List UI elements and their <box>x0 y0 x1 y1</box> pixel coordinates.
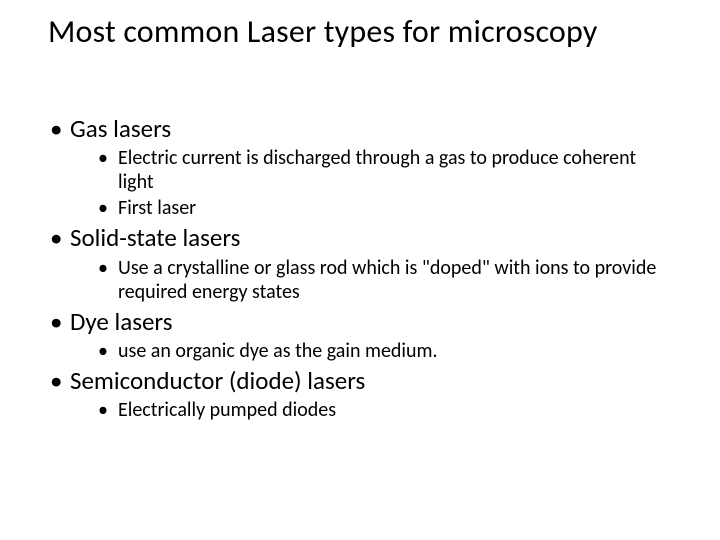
bullet-label: Gas lasers <box>70 113 171 144</box>
bullet-label: Solid-state lasers <box>70 222 240 253</box>
bullet-level1: Solid-state lasers Use a crystalline or … <box>48 222 672 303</box>
bullet-label: use an organic dye as the gain medium. <box>118 339 438 363</box>
bullet-level2: Electric current is discharged through a… <box>96 146 672 194</box>
bullet-label: First laser <box>118 196 196 220</box>
slide-content: Gas lasers Electric current is discharge… <box>48 113 672 422</box>
bullet-label: Dye lasers <box>70 306 172 337</box>
slide-title: Most common Laser types for microscopy <box>48 14 672 49</box>
bullet-list: Gas lasers Electric current is discharge… <box>48 113 672 422</box>
bullet-level1: Semiconductor (diode) lasers Electricall… <box>48 365 672 422</box>
slide: Most common Laser types for microscopy G… <box>0 0 720 540</box>
bullet-label: Electric current is discharged through a… <box>118 146 636 194</box>
bullet-level2: Use a crystalline or glass rod which is … <box>96 256 672 304</box>
bullet-level2: use an organic dye as the gain medium. <box>96 339 672 363</box>
bullet-level2: First laser <box>96 196 672 220</box>
bullet-level1: Gas lasers Electric current is discharge… <box>48 113 672 220</box>
bullet-label: Semiconductor (diode) lasers <box>70 365 365 396</box>
bullet-label: Electrically pumped diodes <box>118 398 336 422</box>
bullet-level1: Dye lasers use an organic dye as the gai… <box>48 306 672 363</box>
bullet-level2: Electrically pumped diodes <box>96 398 672 422</box>
bullet-label: Use a crystalline or glass rod which is … <box>118 256 656 304</box>
